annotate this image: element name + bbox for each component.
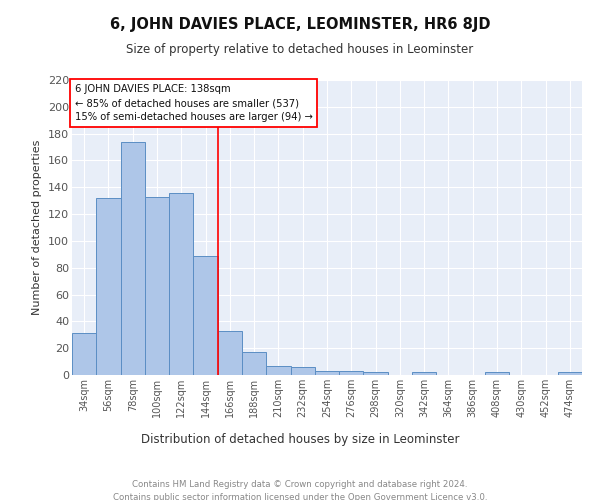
Bar — [290, 367, 315, 375]
Bar — [558, 372, 582, 375]
Bar — [339, 371, 364, 375]
Text: Distribution of detached houses by size in Leominster: Distribution of detached houses by size … — [141, 432, 459, 446]
Bar — [412, 372, 436, 375]
Bar — [96, 198, 121, 375]
Bar — [72, 334, 96, 375]
Text: 6 JOHN DAVIES PLACE: 138sqm
← 85% of detached houses are smaller (537)
15% of se: 6 JOHN DAVIES PLACE: 138sqm ← 85% of det… — [74, 84, 313, 122]
Bar — [169, 192, 193, 375]
Bar — [315, 371, 339, 375]
Bar — [193, 256, 218, 375]
Bar — [485, 372, 509, 375]
Y-axis label: Number of detached properties: Number of detached properties — [32, 140, 43, 315]
Text: Contains HM Land Registry data © Crown copyright and database right 2024.: Contains HM Land Registry data © Crown c… — [132, 480, 468, 489]
Bar — [145, 196, 169, 375]
Bar — [364, 372, 388, 375]
Bar — [218, 331, 242, 375]
Text: 6, JOHN DAVIES PLACE, LEOMINSTER, HR6 8JD: 6, JOHN DAVIES PLACE, LEOMINSTER, HR6 8J… — [110, 18, 490, 32]
Text: Contains public sector information licensed under the Open Government Licence v3: Contains public sector information licen… — [113, 492, 487, 500]
Bar — [266, 366, 290, 375]
Text: Size of property relative to detached houses in Leominster: Size of property relative to detached ho… — [127, 42, 473, 56]
Bar — [242, 352, 266, 375]
Bar — [121, 142, 145, 375]
